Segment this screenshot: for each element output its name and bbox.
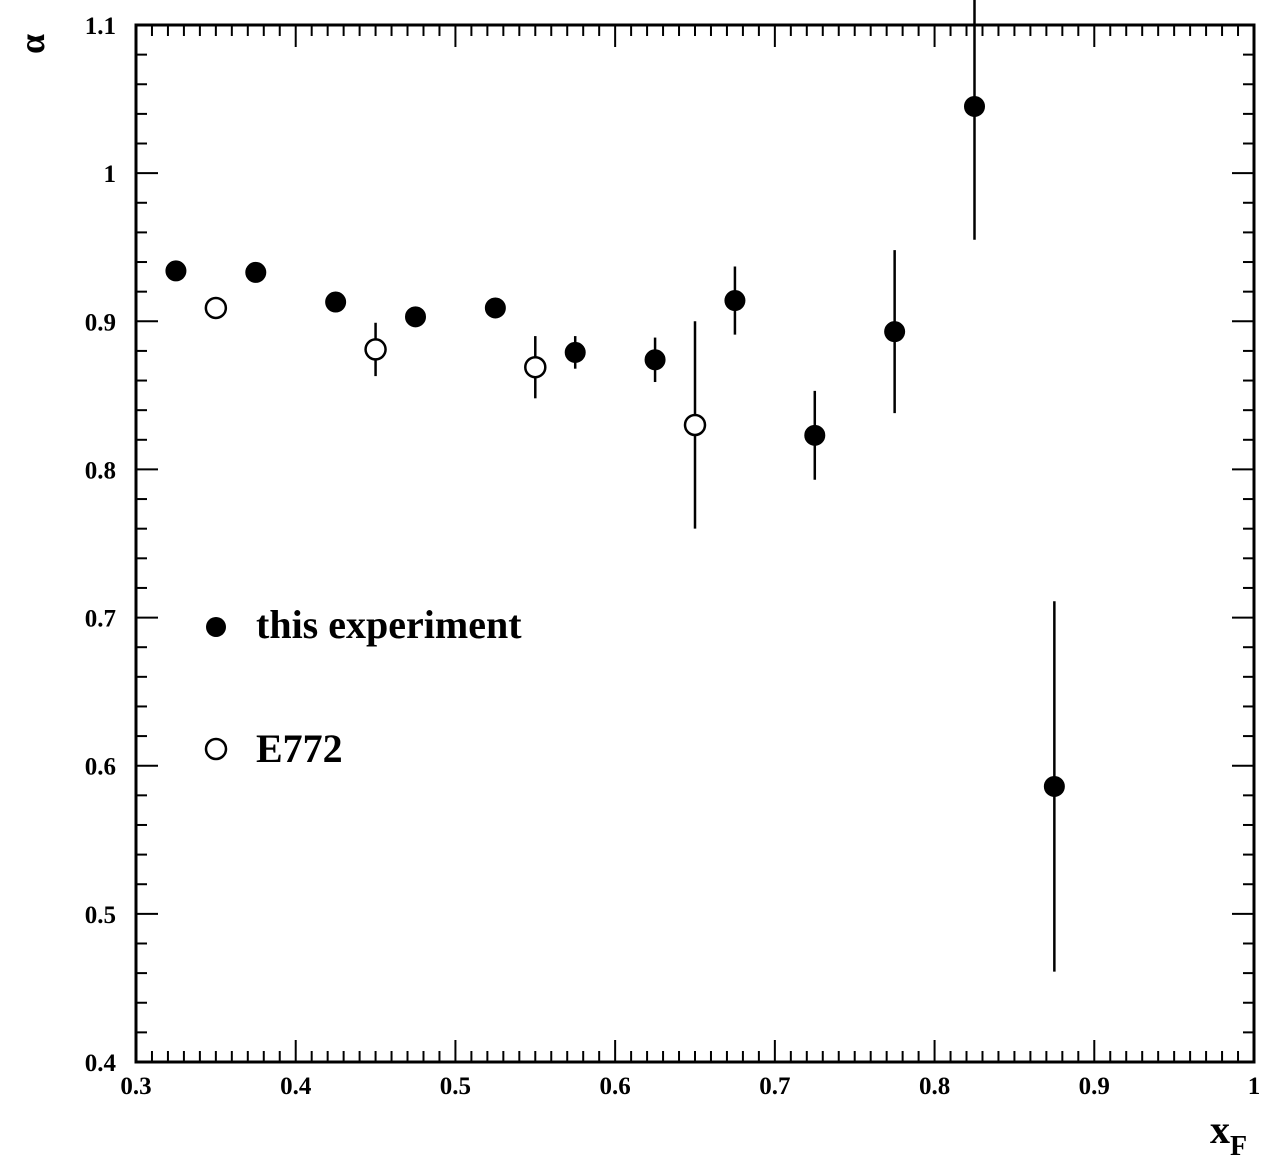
y-tick-label: 0.6 (85, 754, 116, 781)
legend-marker-this-experiment (206, 617, 226, 637)
data-point-e772 (364, 338, 387, 361)
data-point-this-experiment (804, 424, 826, 446)
data-point-this-experiment (245, 261, 267, 283)
x-tick-labels: 0.3 0.4 0.5 0.6 0.7 0.8 0.9 1 (120, 1073, 1260, 1100)
x-tick-label: 0.9 (1079, 1073, 1110, 1100)
x-tick-label: 0.7 (759, 1073, 790, 1100)
y-tick-label: 1.1 (85, 13, 116, 40)
data-point-this-experiment (1043, 775, 1065, 797)
x-tick-label: 0.3 (120, 1073, 151, 1100)
y-axis-label: α (12, 34, 52, 54)
data-point-e772 (524, 355, 547, 379)
data-point-e772 (683, 413, 707, 437)
data-point-this-experiment (564, 341, 586, 363)
data-point-this-experiment (484, 297, 506, 319)
data-point-this-experiment (884, 321, 906, 343)
data-point-this-experiment (964, 95, 985, 117)
minor-ticks (136, 25, 1254, 1062)
x-tick-label: 0.6 (600, 1073, 631, 1100)
data-point-this-experiment (325, 291, 347, 313)
data-point-this-experiment (165, 260, 187, 282)
data-point-this-experiment (644, 349, 666, 371)
legend-label-this-experiment: this experiment (256, 602, 522, 647)
x-axis-label: xF (1210, 1107, 1247, 1161)
legend: this experiment E772 (204, 602, 522, 771)
major-ticks (135, 24, 1255, 1063)
legend-marker-e772 (204, 737, 228, 761)
x-axis-label-subscript: F (1230, 1131, 1247, 1161)
error-bars (174, 0, 1056, 972)
x-axis-label-main: x (1210, 1107, 1230, 1152)
y-tick-label: 0.5 (85, 902, 116, 929)
data-point-this-experiment (405, 306, 426, 328)
y-tick-labels: 0.4 0.5 0.6 0.7 0.8 0.9 1 1.1 (85, 13, 117, 1077)
y-tick-label: 1 (104, 161, 117, 188)
y-tick-label: 0.8 (85, 457, 116, 484)
markers (165, 95, 1065, 797)
axes-frame (134, 23, 1256, 1064)
y-tick-label: 0.4 (85, 1050, 117, 1077)
legend-label-e772: E772 (256, 726, 343, 771)
plot-area-border (134, 23, 1256, 1064)
x-tick-label: 1 (1248, 1073, 1261, 1100)
x-tick-label: 0.4 (280, 1073, 312, 1100)
y-tick-label: 0.7 (85, 606, 116, 633)
x-tick-label: 0.8 (919, 1073, 950, 1100)
x-tick-label: 0.5 (440, 1073, 471, 1100)
data-point-this-experiment (724, 290, 746, 312)
data-point-e772 (204, 296, 228, 320)
y-tick-label: 0.9 (85, 309, 116, 336)
